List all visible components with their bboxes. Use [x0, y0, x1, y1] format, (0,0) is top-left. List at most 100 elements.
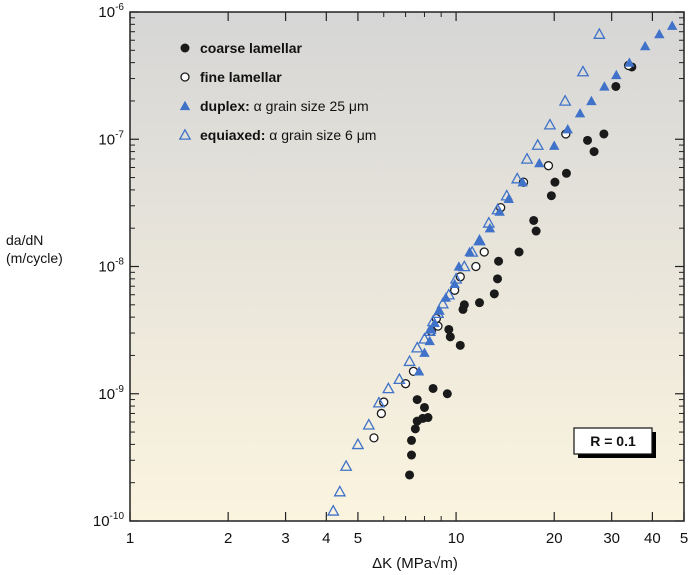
- legend-label: duplex: α grain size 25 μm: [200, 98, 369, 114]
- data-point: [624, 57, 635, 67]
- data-point: [543, 161, 554, 171]
- data-point: [583, 135, 593, 145]
- data-point: [549, 140, 560, 150]
- x-tick-label: 30: [603, 530, 620, 547]
- data-point: [453, 261, 465, 271]
- y-tick-label: 10-6: [98, 2, 124, 21]
- r-ratio-annotation: R = 0.1: [573, 427, 656, 458]
- data-point: [333, 485, 347, 497]
- data-point: [410, 341, 424, 353]
- data-point: [475, 298, 485, 308]
- x-tick-label: 20: [546, 530, 563, 547]
- data-point: [339, 459, 353, 471]
- data-point: [423, 324, 436, 337]
- data-point: [407, 450, 417, 460]
- data-point: [393, 372, 406, 385]
- data-point: [510, 172, 524, 184]
- y-tick-label: 10-8: [98, 257, 124, 276]
- data-point: [599, 81, 610, 91]
- x-tick-label: 40: [644, 530, 661, 547]
- data-point: [403, 354, 416, 367]
- data-point: [494, 256, 504, 266]
- data-point: [558, 94, 572, 106]
- data-point: [423, 413, 433, 423]
- r-ratio-text: R = 0.1: [590, 433, 636, 449]
- data-point: [455, 340, 465, 350]
- data-point: [520, 152, 534, 164]
- y-tick-label: 10-7: [98, 129, 124, 148]
- series-equiaxed: [326, 27, 606, 516]
- data-point: [576, 65, 590, 77]
- data-point: [382, 381, 395, 394]
- data-point: [362, 418, 376, 430]
- data-point: [326, 504, 340, 516]
- y-axis-label-line1: da/dN: [6, 232, 44, 248]
- data-point: [419, 402, 429, 412]
- legend-marker: [178, 128, 192, 140]
- data-point: [412, 395, 422, 405]
- data-point: [546, 191, 556, 201]
- data-point: [376, 408, 387, 419]
- data-point: [611, 81, 621, 91]
- legend-marker: [180, 43, 190, 53]
- data-point: [534, 157, 545, 168]
- x-tick-label: 5: [680, 530, 688, 547]
- legend-label: fine lamellar: [200, 69, 282, 85]
- data-point: [418, 332, 431, 344]
- legend-marker: [180, 72, 190, 82]
- data-point: [654, 28, 665, 39]
- x-tick-label: 5: [354, 530, 362, 547]
- data-point: [517, 176, 528, 187]
- y-axis-label-line2: (m/cycle): [6, 250, 63, 266]
- data-point: [531, 226, 541, 236]
- data-point: [436, 297, 450, 309]
- legend-marker: [179, 100, 191, 111]
- data-point: [514, 247, 524, 257]
- data-point: [445, 332, 455, 342]
- data-point: [586, 95, 597, 106]
- data-point: [550, 177, 560, 187]
- data-point: [561, 168, 571, 178]
- data-point: [407, 435, 417, 445]
- data-point: [369, 433, 379, 443]
- x-tick-label: 3: [281, 530, 289, 547]
- data-point: [500, 189, 514, 201]
- data-point: [444, 324, 454, 334]
- data-point: [351, 437, 365, 450]
- data-point: [471, 261, 481, 272]
- data-point: [593, 27, 606, 39]
- data-point: [599, 129, 609, 139]
- data-point: [531, 138, 545, 150]
- data-point: [428, 383, 438, 393]
- data-point: [489, 289, 499, 299]
- data-point: [465, 245, 479, 257]
- data-point: [419, 347, 430, 357]
- data-point: [459, 300, 469, 310]
- data-point: [503, 193, 514, 204]
- data-point: [611, 69, 622, 80]
- data-point: [482, 216, 496, 228]
- data-point: [474, 235, 485, 245]
- y-tick-label: 10-9: [98, 384, 124, 403]
- series-coarse-lamellar: [405, 62, 637, 480]
- x-tick-label: 1: [126, 530, 134, 547]
- data-point: [639, 40, 651, 51]
- legend-label: equiaxed: α grain size 6 μm: [200, 127, 376, 143]
- x-tick-label: 10: [448, 530, 465, 547]
- data-point: [562, 123, 573, 134]
- data-point: [666, 20, 678, 30]
- data-point: [431, 306, 445, 318]
- legend-label: coarse lamellar: [200, 40, 303, 56]
- x-tick-label: 2: [224, 530, 232, 547]
- y-tick-label: 10-10: [93, 511, 125, 530]
- data-point: [574, 108, 586, 118]
- data-point: [491, 203, 504, 215]
- data-point: [410, 424, 420, 434]
- data-point: [426, 314, 440, 327]
- data-point: [442, 389, 452, 399]
- legend: coarse lamellar fine lamellar duplex: α gr…: [178, 40, 376, 143]
- data-point: [543, 118, 557, 130]
- data-point: [372, 396, 386, 408]
- data-point: [405, 470, 415, 480]
